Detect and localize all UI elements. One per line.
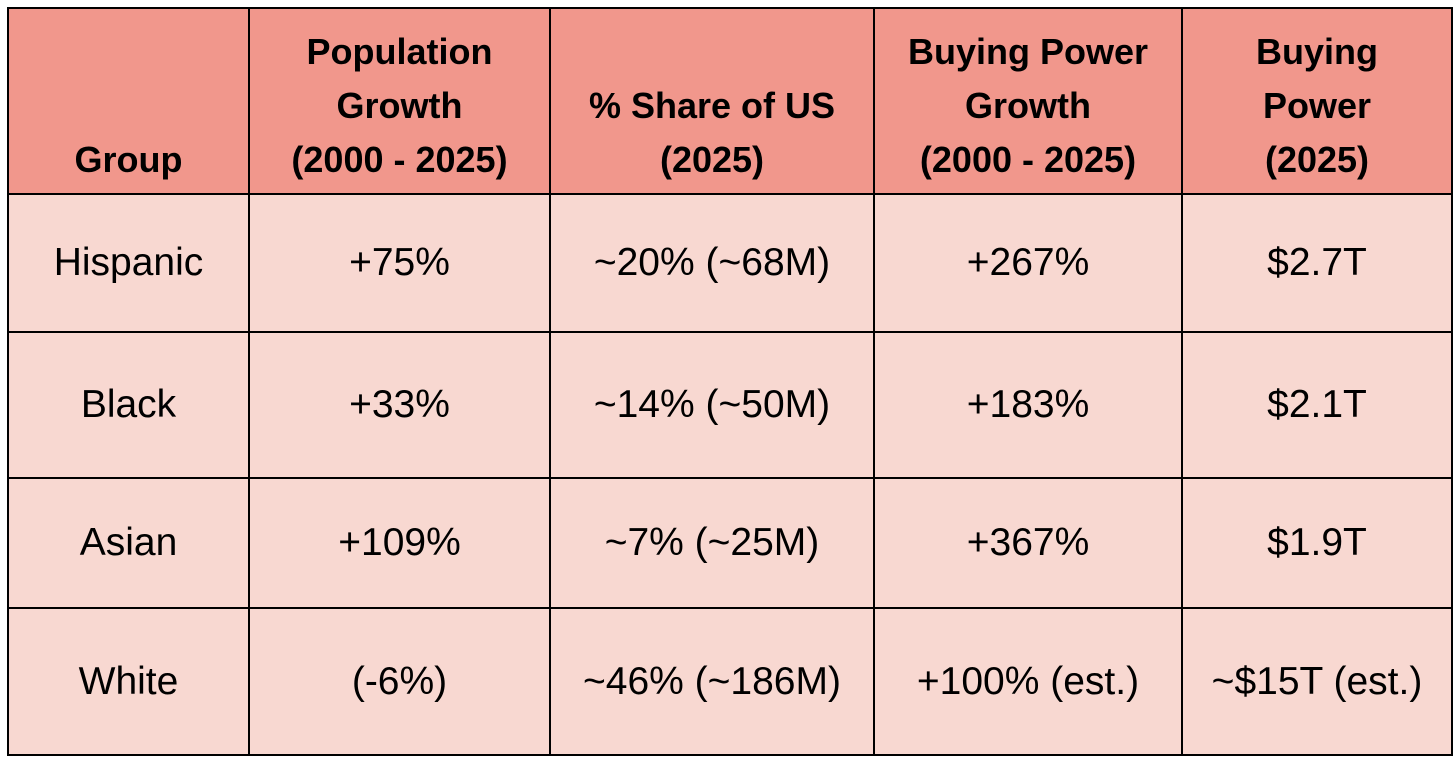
header-cell: Buying Power Growth (2000 - 2025) bbox=[873, 7, 1183, 195]
data-table: Group Population Growth (2000 - 2025) % Shar… bbox=[7, 7, 1453, 756]
header-row: Group Population Growth (2000 - 2025) % Shar… bbox=[7, 7, 1453, 195]
table-cell: +33% bbox=[248, 331, 551, 479]
header-text: Buying Power bbox=[907, 31, 1149, 72]
table-cell: $2.7T bbox=[1181, 193, 1453, 333]
table-row: Asian +109% ~7% (~25M) +367% $1.9T bbox=[7, 477, 1453, 609]
header-cell: % Share of US (2025) bbox=[549, 7, 875, 195]
header-cell: Group bbox=[7, 7, 250, 195]
table-cell: Asian bbox=[7, 477, 250, 609]
header-text: (2000 - 2025) bbox=[919, 139, 1137, 180]
table-cell: +75% bbox=[248, 193, 551, 333]
header-text: (2025) bbox=[1264, 139, 1370, 180]
table-cell: ~46% (~186M) bbox=[549, 607, 875, 756]
table-cell: $1.9T bbox=[1181, 477, 1453, 609]
header-text: Growth bbox=[965, 85, 1091, 126]
table-cell: +183% bbox=[873, 331, 1183, 479]
table-cell: ~14% (~50M) bbox=[549, 331, 875, 479]
header-text: Group bbox=[74, 139, 183, 180]
table-cell: White bbox=[7, 607, 250, 756]
header-text: Growth bbox=[336, 85, 463, 126]
table-cell: ~7% (~25M) bbox=[549, 477, 875, 609]
header-cell: Population Growth (2000 - 2025) bbox=[248, 7, 551, 195]
table-cell: ~20% (~68M) bbox=[549, 193, 875, 333]
table-cell: +367% bbox=[873, 477, 1183, 609]
table-cell: Black bbox=[7, 331, 250, 479]
table-cell: +100% (est.) bbox=[873, 607, 1183, 756]
table-cell: +109% bbox=[248, 477, 551, 609]
header-text: Power bbox=[1262, 85, 1372, 126]
header-text: (2025) bbox=[659, 139, 765, 180]
header-text: % Share of US bbox=[588, 85, 836, 126]
table-cell: (-6%) bbox=[248, 607, 551, 756]
table-cell: Hispanic bbox=[7, 193, 250, 333]
header-text: Population bbox=[306, 31, 493, 72]
header-text: (2000 - 2025) bbox=[291, 139, 508, 180]
table-cell: ~$15T (est.) bbox=[1181, 607, 1453, 756]
table-cell: $2.1T bbox=[1181, 331, 1453, 479]
table-row: Black +33% ~14% (~50M) +183% $2.1T bbox=[7, 331, 1453, 479]
header-text: Buying bbox=[1256, 31, 1378, 72]
table-cell: +267% bbox=[873, 193, 1183, 333]
table-row: Hispanic +75% ~20% (~68M) +267% $2.7T bbox=[7, 193, 1453, 333]
table-row: White (-6%) ~46% (~186M) +100% (est.) ~$15T … bbox=[7, 607, 1453, 756]
header-cell: Buying Power (2025) bbox=[1181, 7, 1453, 195]
